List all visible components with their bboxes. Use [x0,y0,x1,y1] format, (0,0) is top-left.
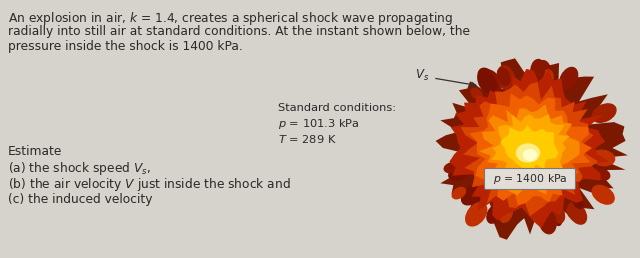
FancyBboxPatch shape [484,168,575,189]
Ellipse shape [531,60,545,80]
Ellipse shape [568,203,586,224]
Text: pressure inside the shock is 1400 kPa.: pressure inside the shock is 1400 kPa. [8,40,243,53]
Polygon shape [461,82,598,216]
Ellipse shape [452,187,465,199]
Ellipse shape [560,68,578,90]
Ellipse shape [540,70,553,89]
Ellipse shape [550,204,564,223]
Text: An explosion in air, $k$ = 1.4, creates a spherical shock wave propagating: An explosion in air, $k$ = 1.4, creates … [8,10,453,27]
Ellipse shape [471,88,482,100]
Text: (a) the shock speed $V_s$,: (a) the shock speed $V_s$, [8,160,151,177]
Text: Standard conditions:: Standard conditions: [278,103,396,113]
Text: $p$ = 101.3 kPa: $p$ = 101.3 kPa [278,117,360,131]
Ellipse shape [449,166,469,180]
Polygon shape [500,125,559,173]
Polygon shape [479,104,580,195]
Ellipse shape [573,198,583,208]
Polygon shape [436,58,628,240]
Ellipse shape [483,72,499,92]
Text: $V_s$: $V_s$ [415,68,429,83]
Polygon shape [470,93,592,206]
Ellipse shape [594,168,610,180]
Ellipse shape [466,203,487,226]
Polygon shape [449,69,610,228]
Ellipse shape [497,68,510,85]
Text: (b) the air velocity $V$ just inside the shock and: (b) the air velocity $V$ just inside the… [8,176,291,193]
Ellipse shape [592,104,616,122]
Text: $p$ = 1400 kPa: $p$ = 1400 kPa [493,172,567,186]
Ellipse shape [591,150,614,166]
Ellipse shape [533,61,550,86]
Text: $T$ = 289 K: $T$ = 289 K [278,133,337,145]
Ellipse shape [592,185,614,204]
Ellipse shape [499,204,513,222]
Ellipse shape [461,186,481,205]
Polygon shape [491,114,570,185]
Ellipse shape [524,150,536,160]
Ellipse shape [478,71,497,94]
Ellipse shape [539,208,556,234]
Ellipse shape [487,205,501,223]
Ellipse shape [483,70,501,94]
Text: (c) the induced velocity: (c) the induced velocity [8,193,152,206]
Ellipse shape [478,68,497,91]
Ellipse shape [444,163,458,173]
Text: radially into still air at standard conditions. At the instant shown below, the: radially into still air at standard cond… [8,25,470,38]
Ellipse shape [567,206,578,219]
Ellipse shape [497,66,515,91]
Ellipse shape [516,144,540,162]
Ellipse shape [553,213,562,225]
Text: Estimate: Estimate [8,145,62,158]
